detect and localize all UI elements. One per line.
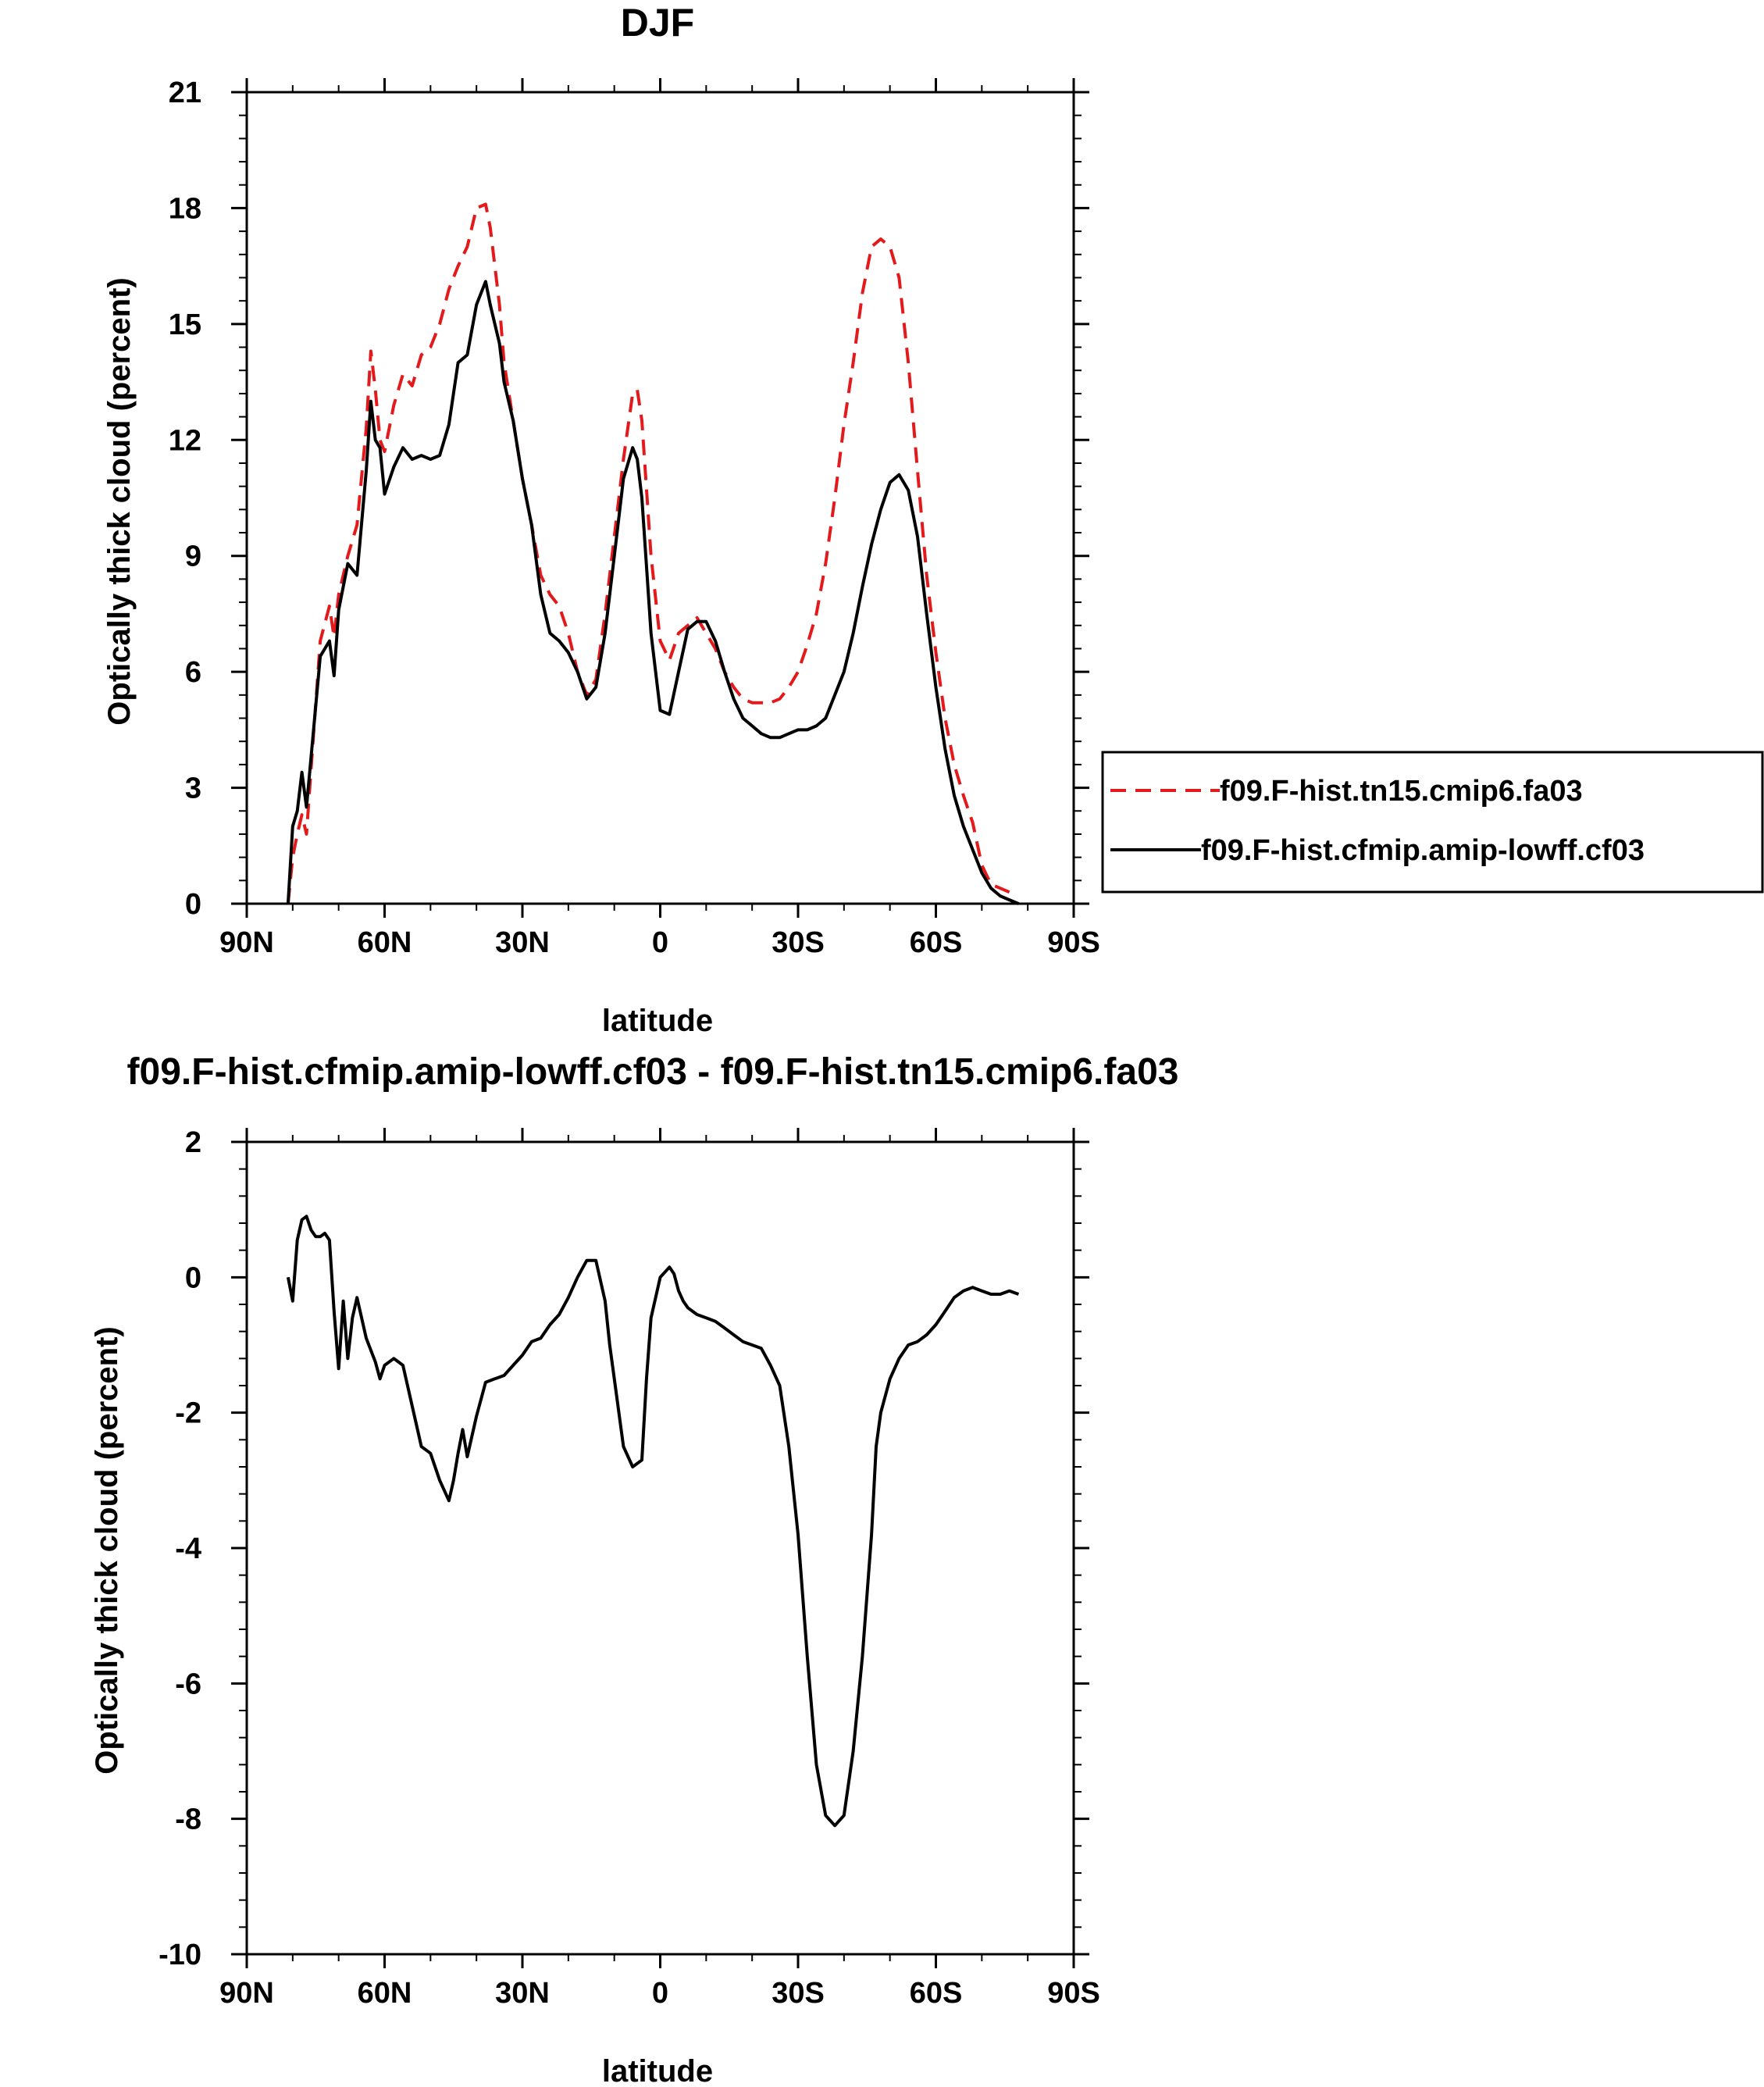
y-tick-label: -8 (175, 1803, 201, 1836)
y-tick-label: 12 (169, 424, 201, 457)
legend-box (1101, 751, 1764, 894)
y-tick-label: -6 (175, 1668, 201, 1700)
x-tick-label: 30N (495, 926, 550, 959)
y-axis-label: Optically thick cloud (percent) (90, 1326, 124, 1774)
legend-label-series-1: f09.F-hist.tn15.cmip6.fa03 (1220, 775, 1583, 808)
series-lines (286, 1215, 1020, 1828)
x-tick-label: 0 (652, 926, 668, 959)
axis-ticks: 90N 60N 30N 0 30S 60S 90S -10 -8 -6 -4 -2 0 2 (159, 1126, 1100, 2010)
y-tick-label: 6 (185, 656, 201, 689)
plot-border (245, 1140, 1075, 1956)
series-line-1 (286, 1215, 1020, 1828)
y-tick-label: 0 (185, 888, 201, 921)
y-tick-label: 2 (185, 1126, 201, 1159)
series-line-1 (286, 202, 1019, 904)
x-tick-label: 30S (772, 926, 825, 959)
y-tick-label: -10 (159, 1939, 201, 1971)
x-tick-label: 60N (358, 1977, 412, 2010)
legend: f09.F-hist.tn15.cmip6.fa03 f09.F-hist.cf… (1101, 751, 1764, 894)
y-tick-label: 9 (185, 540, 201, 573)
x-tick-label: 90N (219, 1977, 274, 2010)
y-tick-label: -2 (175, 1397, 201, 1430)
y-tick-label: -4 (175, 1532, 201, 1565)
x-tick-label: 60N (358, 926, 412, 959)
x-tick-label: 90N (219, 926, 274, 959)
x-tick-label: 60S (910, 1977, 963, 2010)
y-tick-label: 0 (185, 1261, 201, 1294)
plot-frame (245, 1140, 1075, 1956)
x-tick-label: 60S (910, 926, 963, 959)
x-tick-label: 30N (495, 1977, 550, 2010)
series-lines (286, 202, 1020, 905)
y-tick-label: 21 (169, 77, 201, 109)
x-tick-label: 90S (1047, 1977, 1100, 2010)
axis-ticks: 90N 60N 30N 0 30S 60S 90S 0 3 6 9 12 15 18 21 (169, 77, 1100, 959)
chart-title: DJF (621, 1, 694, 45)
plot-border (245, 91, 1075, 905)
x-tick-label: 90S (1047, 926, 1100, 959)
bottom-panel-difference: f09.F-hist.cfmip.amip-lowff.cf03 - f09.F… (90, 1051, 1178, 2087)
y-tick-label: 18 (169, 192, 201, 225)
x-tick-label: 30S (772, 1977, 825, 2010)
plot-frame (245, 91, 1075, 905)
y-tick-label: 15 (169, 309, 201, 341)
chart-title: f09.F-hist.cfmip.amip-lowff.cf03 - f09.F… (127, 1051, 1179, 1093)
x-axis-label: latitude (602, 2054, 713, 2087)
top-panel-djf: DJF latitude Optically thick cloud (perc… (102, 1, 1764, 1038)
y-axis-label: Optically thick cloud (percent) (102, 277, 137, 725)
series-line-2 (286, 280, 1020, 905)
legend-label-series-2: f09.F-hist.cfmip.amip-lowff.cf03 (1201, 834, 1645, 867)
y-tick-label: 3 (185, 772, 201, 805)
x-axis-label: latitude (602, 1004, 713, 1038)
x-tick-label: 0 (652, 1977, 668, 2010)
